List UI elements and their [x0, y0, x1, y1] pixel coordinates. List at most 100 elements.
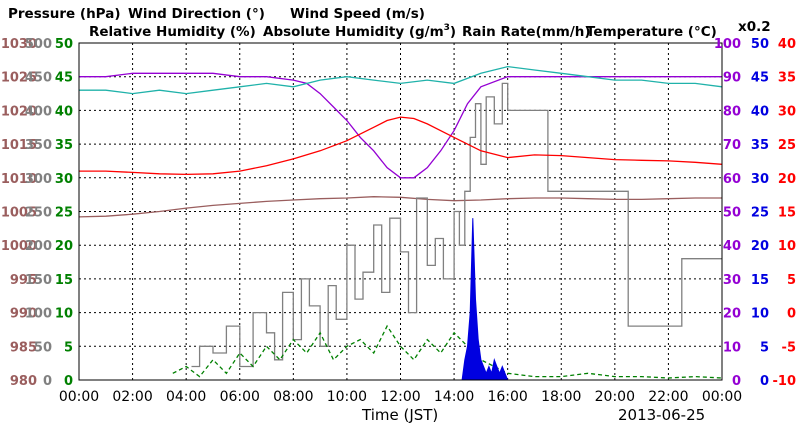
y-tick-rain-rate: 35: [751, 138, 769, 153]
y-tick-wind-speed: 25: [55, 206, 73, 221]
y-tick-rain-rate: 25: [751, 206, 769, 221]
x-tick-label: 20:00: [595, 389, 635, 405]
legend-abs-humidity-factor: x0.2: [738, 19, 771, 35]
y-tick-pressure: 995: [10, 273, 37, 288]
y-tick-rain-rate: 45: [751, 71, 769, 86]
series-temperature: [79, 116, 723, 176]
y-tick-wind-direction: 500: [25, 37, 52, 52]
x-axis-label: Time (JST): [361, 406, 438, 424]
y-tick-temperature: 20: [778, 172, 796, 187]
y-tick-wind-direction: 100: [25, 307, 52, 322]
y-tick-rain-rate: 40: [751, 104, 769, 119]
legend-pressure: Pressure (hPa): [8, 6, 121, 22]
y-tick-rain-rate: 5: [760, 340, 769, 355]
x-tick-label: 16:00: [487, 389, 527, 405]
y-tick-rain-rate: 30: [751, 172, 769, 187]
y-tick-rain-rate: 0: [760, 374, 769, 389]
y-tick-wind-direction: 200: [25, 239, 52, 254]
y-tick-temperature: -10: [773, 374, 797, 389]
series-wind-direction: [191, 82, 722, 368]
y-tick-pressure: 1000: [1, 239, 37, 254]
y-tick-relative-humidity: 80: [723, 104, 741, 119]
y-tick-temperature: 0: [787, 307, 796, 322]
y-tick-pressure: 1030: [1, 37, 37, 52]
y-tick-relative-humidity: 20: [723, 307, 741, 322]
y-tick-rain-rate: 50: [751, 37, 769, 52]
y-axes: 1030102510201015101010051000995990985980…: [1, 37, 796, 389]
date-label: 2013-06-25: [618, 406, 705, 424]
y-tick-wind-direction: 350: [25, 138, 52, 153]
plot-area: [78, 42, 723, 381]
y-tick-temperature: 35: [778, 71, 796, 86]
x-tick-label: 22:00: [648, 389, 688, 405]
y-tick-temperature: -5: [782, 340, 796, 355]
y-tick-pressure: 1025: [1, 71, 37, 86]
x-tick-label: 00:00: [59, 389, 99, 405]
y-tick-wind-direction: 150: [25, 273, 52, 288]
y-tick-wind-direction: 250: [25, 206, 52, 221]
y-tick-pressure: 1010: [1, 172, 37, 187]
legend: Pressure (hPa) Wind Direction (°) Wind S…: [8, 6, 771, 40]
y-tick-pressure: 1020: [1, 104, 37, 119]
x-axis: 00:00 02:00 04:00 06:00 08:00 10:00 12:00 14:00…: [59, 389, 742, 405]
y-tick-rain-rate: 15: [751, 273, 769, 288]
y-tick-rain-rate: 20: [751, 239, 769, 254]
legend-rain-rate: Rain Rate(mm/h): [462, 24, 591, 40]
y-tick-relative-humidity: 70: [723, 138, 741, 153]
y-tick-temperature: 25: [778, 138, 796, 153]
x-tick-label: 00:00: [702, 389, 742, 405]
y-tick-wind-speed: 35: [55, 138, 73, 153]
y-tick-temperature: 5: [787, 273, 796, 288]
x-tick-label: 12:00: [380, 389, 420, 405]
y-tick-pressure: 1005: [1, 206, 37, 221]
x-tick-label: 18:00: [541, 389, 581, 405]
legend-absolute-humidity: Absolute Humidity (g/m3): [263, 23, 456, 40]
y-tick-relative-humidity: 0: [732, 374, 741, 389]
y-tick-pressure: 1015: [1, 138, 37, 153]
y-tick-relative-humidity: 90: [723, 71, 741, 86]
y-tick-relative-humidity: 40: [723, 239, 741, 254]
x-tick-label: 08:00: [273, 389, 313, 405]
x-tick-label: 02:00: [112, 389, 152, 405]
y-tick-wind-direction: 0: [43, 374, 52, 389]
y-tick-relative-humidity: 30: [723, 273, 741, 288]
x-tick-label: 06:00: [220, 389, 260, 405]
y-tick-wind-speed: 50: [55, 37, 73, 52]
y-tick-wind-direction: 450: [25, 71, 52, 86]
y-tick-relative-humidity: 100: [714, 37, 741, 52]
plot-frame: [78, 42, 723, 381]
y-tick-wind-speed: 45: [55, 71, 73, 86]
y-tick-temperature: 30: [778, 104, 796, 119]
y-tick-pressure: 990: [10, 307, 37, 322]
y-tick-relative-humidity: 60: [723, 172, 741, 187]
series-wind-speed: [172, 324, 723, 379]
x-tick-label: 14:00: [434, 389, 474, 405]
y-tick-wind-speed: 20: [55, 239, 73, 254]
y-tick-pressure: 985: [10, 340, 37, 355]
series-absolute-humidity: [79, 65, 723, 95]
y-tick-relative-humidity: 10: [723, 340, 741, 355]
legend-wind-speed: Wind Speed (m/s): [290, 6, 425, 22]
legend-wind-direction: Wind Direction (°): [128, 6, 265, 22]
y-tick-wind-direction: 50: [34, 340, 52, 355]
y-tick-temperature: 40: [778, 37, 796, 52]
y-tick-wind-speed: 30: [55, 172, 73, 187]
y-tick-wind-direction: 300: [25, 172, 52, 187]
y-tick-wind-speed: 0: [64, 374, 73, 389]
x-tick-label: 10:00: [327, 389, 367, 405]
y-tick-wind-speed: 10: [55, 307, 73, 322]
x-tick-label: 04:00: [166, 389, 206, 405]
y-tick-wind-speed: 5: [64, 340, 73, 355]
y-tick-wind-speed: 40: [55, 104, 73, 119]
y-tick-wind-direction: 400: [25, 104, 52, 119]
y-tick-temperature: 15: [778, 206, 796, 221]
series-pressure: [78, 196, 722, 218]
y-tick-pressure: 980: [10, 374, 37, 389]
series-rain-rate: [461, 218, 511, 381]
y-tick-temperature: 10: [778, 239, 796, 254]
y-tick-relative-humidity: 50: [723, 206, 741, 221]
legend-relative-humidity: Relative Humidity (%): [89, 24, 256, 40]
y-tick-rain-rate: 10: [751, 307, 769, 322]
legend-temperature: Temperature (°C): [586, 24, 717, 40]
